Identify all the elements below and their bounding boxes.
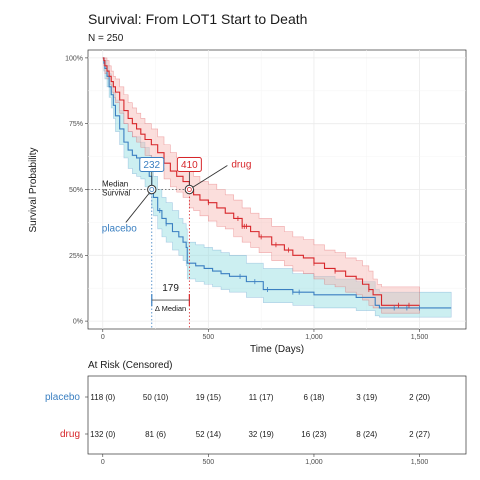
chart-title: Survival: From LOT1 Start to Death [88,11,307,27]
x-tick-label: 0 [101,334,105,341]
delta-median-label: Δ Median [155,304,186,313]
y-tick-label: 0% [73,319,83,326]
placebo-risk-row-label: placebo [45,392,80,403]
placebo-risk-cell: 50 (10) [143,393,169,402]
drug-risk-cell: 52 (14) [196,430,222,439]
placebo-median-point [147,184,157,195]
drug-median-point-inner [186,187,192,192]
placebo-risk-cell: 19 (15) [196,393,222,402]
y-tick-label: 25% [69,253,83,260]
y-axis-label: Survival Probability [28,147,39,232]
risk-table: placebo 118 (0) 50 (10) 19 (15) 11 (17) 6 (18… [45,392,430,466]
drug-callout-label: drug [231,160,251,171]
y-tick-label: 50% [69,187,83,194]
chart-subtitle: N = 250 [88,33,124,44]
placebo-median-value: 232 [143,160,160,171]
placebo-callout-line [125,192,151,223]
x-tick-label: 500 [203,334,215,341]
axis-ticks: 0 500 1,000 1,500 0% 25% 50% 75% 100% [65,55,428,341]
drug-median-point [184,184,195,195]
median-survival-label: Survival [102,189,131,198]
placebo-risk-cell: 6 (18) [304,393,325,402]
risk-table-border [87,375,467,455]
risk-x-tick-label: 1,500 [411,459,429,466]
drug-median-value: 410 [181,160,198,171]
placebo-risk-cell: 11 (17) [249,393,274,402]
y-tick-label: 75% [69,121,83,128]
risk-x-tick-label: 0 [101,459,105,466]
placebo-confidence-band [102,57,452,318]
median-survival-label: Median [102,180,128,189]
drug-risk-cell: 132 (0) [90,430,116,439]
censor-marks [159,200,420,311]
drug-risk-cell: 32 (19) [248,430,274,439]
placebo-median-badge [139,157,165,172]
placebo-risk-cell: 118 (0) [90,393,115,402]
drug-risk-cell: 2 (27) [409,430,430,439]
placebo-risk-cell: 2 (20) [409,393,430,402]
drug-risk-cell: 81 (6) [145,430,166,439]
drug-risk-row-label: drug [60,429,80,440]
risk-table-title: At Risk (Censored) [88,360,172,371]
drug-risk-cell: 8 (24) [356,430,377,439]
x-tick-label: 1,500 [411,334,429,341]
risk-x-tick-label: 500 [203,459,215,466]
placebo-median-point-inner [149,187,155,192]
delta-median-label-bg [152,303,189,314]
risk-x-tick-label: 1,000 [305,459,323,466]
x-tick-label: 1,000 [305,334,323,341]
placebo-risk-cell: 3 (19) [356,393,377,402]
drug-risk-cell: 16 (23) [301,430,327,439]
x-axis-label: Time (Days) [250,344,304,355]
drug-median-badge [176,157,202,172]
y-tick-label: 100% [65,55,83,62]
placebo-callout-label: placebo [102,224,137,235]
drug-callout-line [192,165,228,188]
delta-median-value: 179 [162,283,179,294]
drug-survival-line [102,57,420,306]
